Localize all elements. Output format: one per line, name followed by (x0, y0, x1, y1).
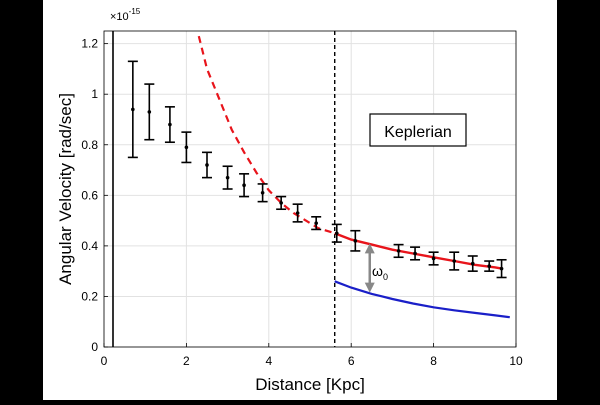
point-marker (470, 261, 475, 266)
point-marker (431, 256, 436, 261)
omega-subscript: 0 (383, 272, 388, 282)
data-point (428, 251, 439, 266)
data-point (202, 151, 212, 179)
data-point (257, 183, 268, 203)
y-tick-labels: 0 0.2 0.4 0.6 0.8 1 1.2 (81, 37, 98, 354)
point-marker (168, 122, 172, 127)
keplerian-box (369, 113, 467, 147)
data-point (393, 243, 404, 259)
omega-label: ω0 (372, 263, 388, 282)
data-point (127, 60, 138, 159)
data-point (311, 216, 322, 231)
point-marker (452, 259, 457, 263)
point-marker (295, 211, 300, 215)
point-marker (487, 264, 492, 268)
point-marker (314, 221, 318, 225)
left-black-bar (0, 0, 43, 400)
omega-arrow-head-bottom (364, 282, 375, 293)
x-tick-label: 4 (265, 354, 272, 368)
point-marker (131, 107, 135, 112)
point-marker (334, 231, 339, 236)
point-marker (147, 110, 152, 114)
keplerian-dashed-curve (197, 35, 336, 235)
data-point (350, 229, 361, 252)
plot-frame (103, 30, 517, 348)
omega-arrow-head-top (364, 243, 375, 254)
point-marker (499, 266, 504, 271)
data-point (222, 165, 233, 190)
point-marker (396, 249, 401, 253)
y-tick-label: 0.2 (81, 289, 98, 303)
data-point (239, 173, 250, 198)
point-marker (353, 239, 358, 243)
x-tick-labels: 0 2 4 6 8 10 (101, 354, 523, 368)
omega-arrow-group: ω0 (364, 243, 388, 293)
data-point (292, 203, 303, 223)
y-tick-label: 1 (91, 87, 98, 101)
data-point (496, 258, 507, 279)
point-marker (184, 145, 189, 150)
point-marker (260, 190, 265, 195)
x-axis-label: Distance [Kpc] (255, 375, 365, 394)
point-marker (279, 201, 283, 205)
y-exponent: -15 (129, 7, 141, 16)
data-point (181, 131, 192, 164)
data-point (449, 251, 460, 271)
data-point (410, 246, 421, 261)
x-tick-label: 10 (509, 354, 523, 368)
x-tick-label: 2 (183, 354, 190, 368)
y-tick-label: 0.8 (81, 138, 98, 152)
y-multiplier: ×10-15 (110, 7, 141, 23)
right-black-bar (557, 0, 600, 400)
keplerian-annotation: Keplerian (369, 113, 467, 147)
y-tick-label: 0 (91, 340, 98, 354)
data-point (484, 260, 495, 272)
point-marker (242, 183, 246, 188)
x-tick-label: 8 (430, 354, 437, 368)
measured-points (127, 60, 507, 279)
point-marker (205, 163, 209, 167)
data-point (331, 223, 342, 243)
keplerian-label: Keplerian (384, 124, 452, 141)
data-point (164, 106, 175, 144)
y-tick-label: 0.4 (81, 239, 98, 253)
plot-area (104, 31, 516, 347)
data-point (467, 255, 478, 272)
point-marker (225, 175, 230, 180)
data-point (144, 83, 155, 141)
y-tick-label: 1.2 (81, 37, 98, 51)
x-tick-label: 0 (101, 354, 108, 368)
y-axis-label: Angular Velocity [rad/sec] (56, 93, 75, 285)
x-tick-label: 6 (348, 354, 355, 368)
keplerian-solid-curve (334, 232, 502, 270)
baseline-curve (334, 280, 510, 319)
data-point (276, 195, 287, 211)
point-marker (413, 251, 417, 256)
y-tick-label: 0.6 (81, 188, 98, 202)
